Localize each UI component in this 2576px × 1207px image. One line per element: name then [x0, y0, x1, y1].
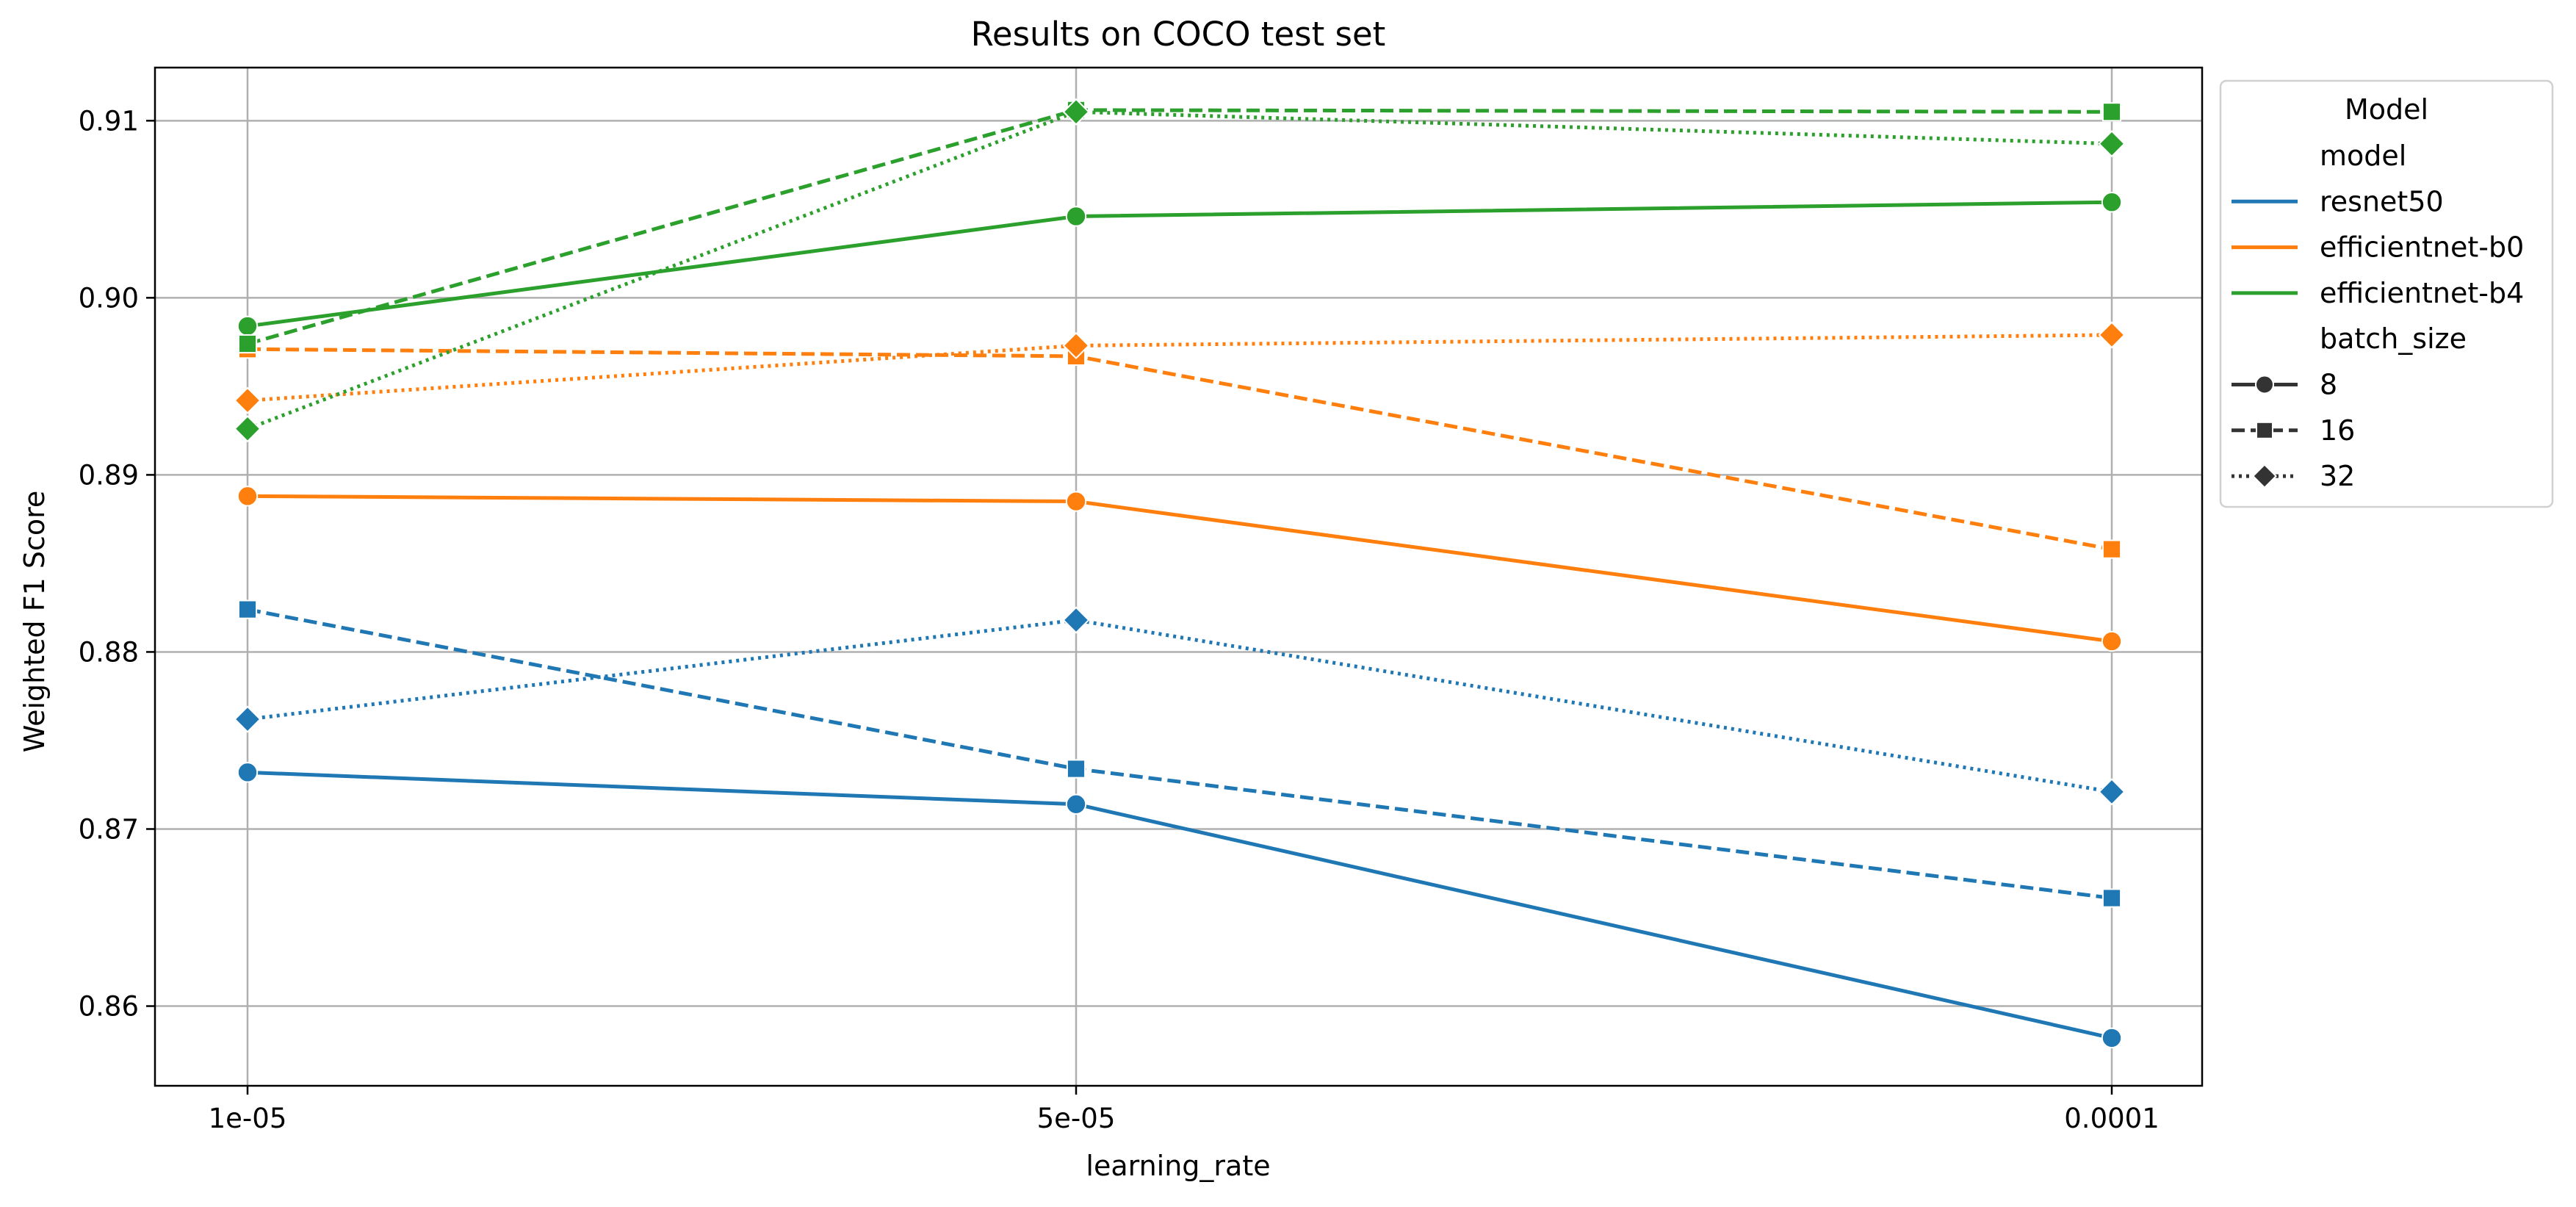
legend-label-efficientnet-b4: efficientnet-b4	[2320, 277, 2524, 309]
data-point-resnet50-bs16	[237, 599, 258, 619]
series-line-resnet50-bs8	[247, 770, 2113, 1040]
data-point-resnet50-bs16	[2101, 888, 2122, 908]
data-point-efficientnet-b0-bs16	[2101, 539, 2122, 559]
y-axis-label: Weighted F1 Score	[18, 491, 51, 753]
series-line-efficientnet-b4-bs16	[247, 108, 2113, 346]
legend-label-resnet50: resnet50	[2320, 185, 2444, 217]
data-point-efficientnet-b4-bs8	[2101, 191, 2123, 213]
data-point-resnet50-bs8	[237, 762, 259, 783]
data-point-efficientnet-b4-bs16	[2101, 102, 2122, 122]
data-point-efficientnet-b0-bs8	[237, 486, 259, 507]
data-point-resnet50-bs16	[1066, 759, 1086, 779]
legend-marker-bs8	[2255, 375, 2274, 394]
series-line-efficientnet-b0-bs32	[247, 333, 2113, 403]
data-point-efficientnet-b4-bs16	[237, 334, 258, 354]
legend-marker-bs16	[2256, 421, 2273, 439]
x-tick-label: 0.0001	[2064, 1103, 2159, 1134]
data-point-efficientnet-b0-bs32	[1062, 331, 1090, 360]
data-point-efficientnet-b4-bs8	[237, 315, 259, 337]
x-axis-label: learning_rate	[1086, 1150, 1270, 1182]
legend-label-bs8: 8	[2320, 369, 2337, 401]
y-tick-label: 0.87	[79, 813, 139, 845]
data-point-resnet50-bs32	[1062, 606, 1090, 634]
data-point-efficientnet-b0-bs32	[234, 386, 261, 414]
data-point-efficientnet-b4-bs32	[2098, 130, 2126, 158]
y-tick-label: 0.89	[79, 459, 139, 491]
plot-area-frame	[154, 66, 2204, 1087]
series-line-efficientnet-b0-bs16	[247, 347, 2113, 552]
legend-marker-bs32	[2251, 464, 2278, 489]
series-line-efficientnet-b4-bs32	[247, 109, 2113, 431]
y-tick-label: 0.91	[79, 105, 139, 137]
series-line-efficientnet-b0-bs8	[247, 494, 2113, 644]
legend: Model model resnet50 efficientnet-b0 efficie…	[2219, 79, 2554, 508]
y-tick-label: 0.90	[79, 282, 139, 314]
series-lines	[247, 108, 2113, 1040]
y-tick-label: 0.88	[79, 636, 139, 668]
data-point-resnet50-bs32	[2098, 778, 2126, 806]
data-point-efficientnet-b0-bs8	[1065, 491, 1087, 512]
legend-box	[2219, 79, 2554, 508]
legend-title: Model	[2345, 93, 2428, 126]
legend-label-bs32: 32	[2320, 460, 2355, 492]
legend-label-bs16: 16	[2320, 414, 2355, 447]
data-point-efficientnet-b0-bs32	[2098, 321, 2126, 349]
legend-section-model: model	[2320, 140, 2406, 172]
y-tick-label: 0.86	[79, 991, 139, 1023]
data-point-resnet50-bs8	[2101, 1027, 2123, 1049]
data-point-efficientnet-b4-bs8	[1065, 206, 1087, 227]
grid-lines	[155, 68, 2202, 1086]
data-point-efficientnet-b4-bs32	[234, 415, 261, 443]
data-point-efficientnet-b0-bs8	[2101, 630, 2123, 652]
data-point-resnet50-bs32	[234, 705, 261, 733]
x-tick-label: 5e-05	[1037, 1103, 1116, 1134]
data-point-resnet50-bs8	[1065, 793, 1087, 815]
legend-label-efficientnet-b0: efficientnet-b0	[2320, 231, 2524, 264]
x-tick-label: 1e-05	[209, 1103, 287, 1134]
series-markers	[234, 98, 2126, 1049]
chart-title: Results on COCO test set	[971, 15, 1386, 54]
series-line-resnet50-bs32	[247, 618, 2113, 794]
axis-ticks: 0.86 0.87 0.88 0.89 0.90 0.91 1e-05 5e-05 0.0001	[79, 105, 2160, 1134]
legend-section-batch-size: batch_size	[2320, 323, 2467, 355]
data-point-efficientnet-b4-bs32	[1062, 98, 1090, 126]
